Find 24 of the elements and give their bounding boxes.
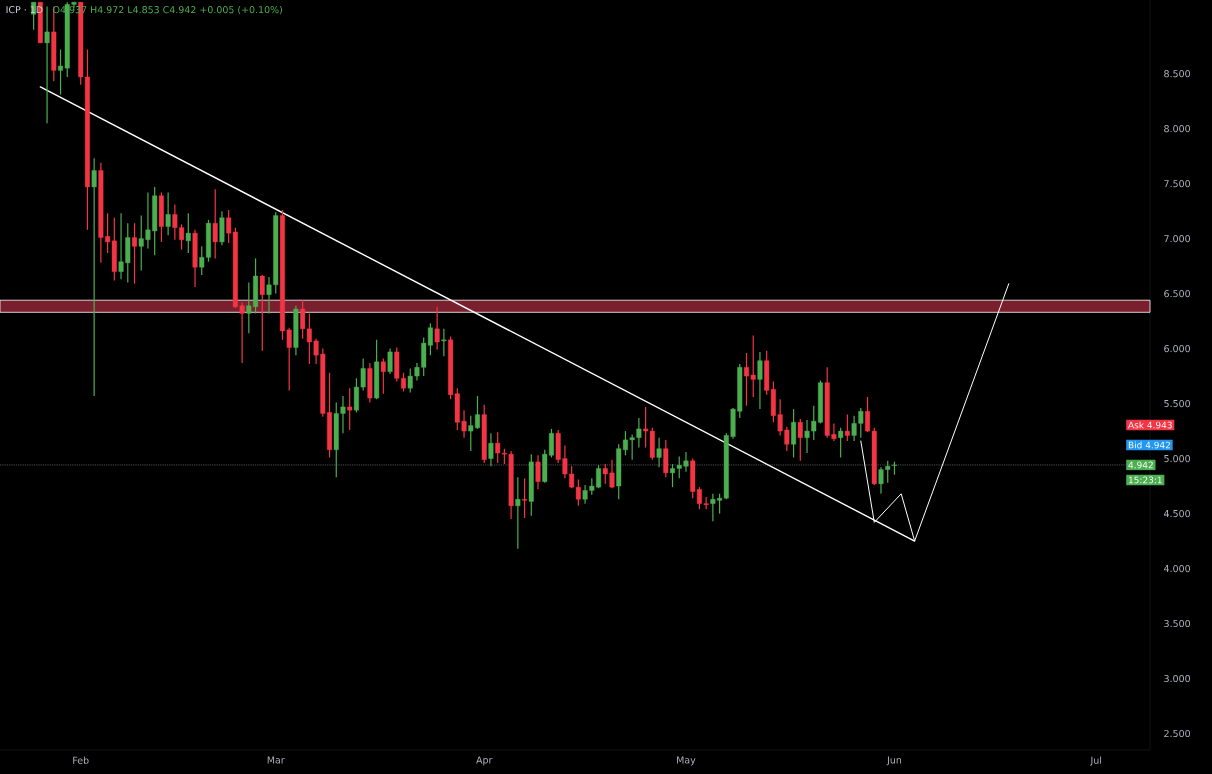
annotation: Ask 4.943	[1128, 421, 1172, 429]
x-tick-label: Apr	[476, 756, 493, 766]
text: ICP · 1D	[6, 6, 43, 14]
y-tick-label: 2.500	[1164, 729, 1190, 738]
annotation: 15:23:1	[1128, 476, 1162, 484]
y-tick-label: 3.500	[1164, 619, 1190, 628]
y-tick-label: 4.500	[1164, 509, 1190, 518]
y-tick-label: 4.000	[1164, 564, 1190, 573]
y-tick-label: 5.000	[1164, 454, 1190, 463]
y-tick-label: 8.000	[1164, 125, 1190, 133]
y-tick-label: 3.000	[1164, 674, 1190, 683]
annotation: Bid 4.942	[1128, 441, 1170, 449]
y-tick-label: 8.500	[1164, 70, 1190, 78]
x-tick-label: Mar	[267, 756, 285, 764]
x-tick-label: Jul	[1090, 756, 1102, 766]
annotation: 4.942	[1128, 461, 1153, 469]
y-tick-label: 7.000	[1164, 235, 1190, 243]
y-tick-label: 6.000	[1164, 345, 1190, 353]
x-tick-label: May	[677, 756, 696, 766]
y-tick-label: 5.500	[1164, 400, 1190, 408]
y-tick-label: 6.500	[1164, 290, 1190, 298]
y-tick-label: 7.500	[1164, 180, 1190, 188]
x-tick-label: Feb	[73, 756, 89, 764]
x-tick-label: Jun	[886, 756, 902, 766]
